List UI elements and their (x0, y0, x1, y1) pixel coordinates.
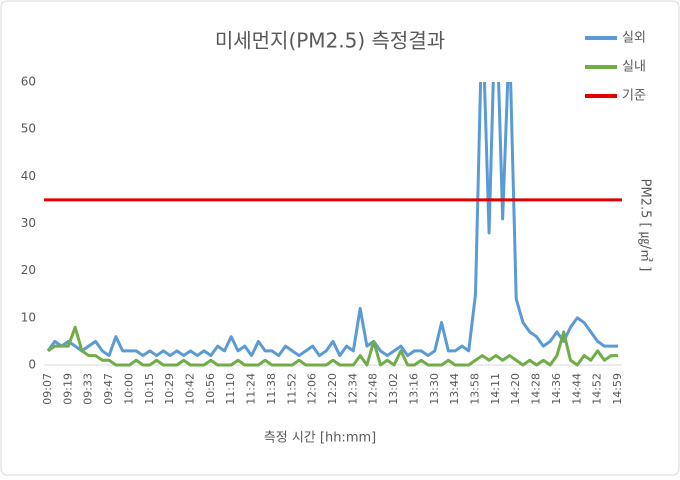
x-tick-label: 14:28 (530, 373, 543, 405)
x-tick-label: 09:33 (82, 373, 95, 405)
x-tick-label: 13:30 (428, 373, 441, 405)
y-tick-label: 50 (21, 122, 36, 136)
plot-area (46, 82, 618, 367)
x-tick-label: 14:11 (489, 373, 502, 405)
x-tick-label: 14:52 (591, 373, 604, 405)
x-tick-label: 11:24 (245, 373, 258, 405)
y-tick-label: 20 (21, 263, 36, 277)
x-tick-label: 10:42 (184, 373, 197, 405)
x-tick-label: 11:52 (285, 373, 298, 405)
x-tick-label: 10:56 (204, 373, 217, 405)
x-tick-label: 09:07 (41, 373, 54, 405)
x-tick-label: 10:29 (163, 373, 176, 405)
x-tick-label: 11:38 (265, 373, 278, 405)
y-axis-label: PM2.5 [ ㎍/㎥ ] (638, 179, 653, 272)
x-tick-label: 10:15 (143, 373, 156, 405)
data-line (46, 82, 618, 358)
x-tick-label: 13:02 (387, 373, 400, 405)
x-tick-label: 11:10 (224, 373, 237, 405)
y-tick-label: 30 (21, 216, 36, 230)
x-tick-label: 14:59 (611, 373, 624, 405)
x-tick-label: 13:16 (407, 373, 420, 405)
y-tick-label: 10 (21, 310, 36, 324)
data-line (47, 325, 618, 367)
x-tick-label: 14:20 (509, 373, 522, 405)
legend-label: 기준 (622, 89, 646, 104)
x-tick-label: 12:06 (306, 373, 319, 405)
y-tick-label: 0 (28, 358, 36, 372)
x-tick-label: 12:34 (346, 373, 359, 405)
x-tick-label: 12:48 (367, 373, 380, 405)
x-tick-label: 13:44 (448, 373, 461, 405)
x-tick-label: 10:00 (122, 373, 135, 405)
x-tick-label: 12:20 (326, 373, 339, 405)
y-tick-label: 60 (21, 75, 36, 89)
x-tick-label: 14:36 (550, 373, 563, 405)
x-tick-label: 13:58 (469, 373, 482, 405)
x-tick-label: 09:47 (102, 373, 115, 405)
x-tick-label: 14:44 (570, 373, 583, 405)
chart-title: 미세먼지(PM2.5) 측정결과 (215, 29, 445, 53)
legend-label: 실외 (622, 31, 646, 46)
x-tick-label: 09:19 (61, 373, 74, 405)
legend-label: 실내 (622, 60, 646, 75)
y-tick-label: 40 (21, 169, 36, 183)
x-axis-label: 측정 시간 [hh:mm] (264, 431, 376, 446)
